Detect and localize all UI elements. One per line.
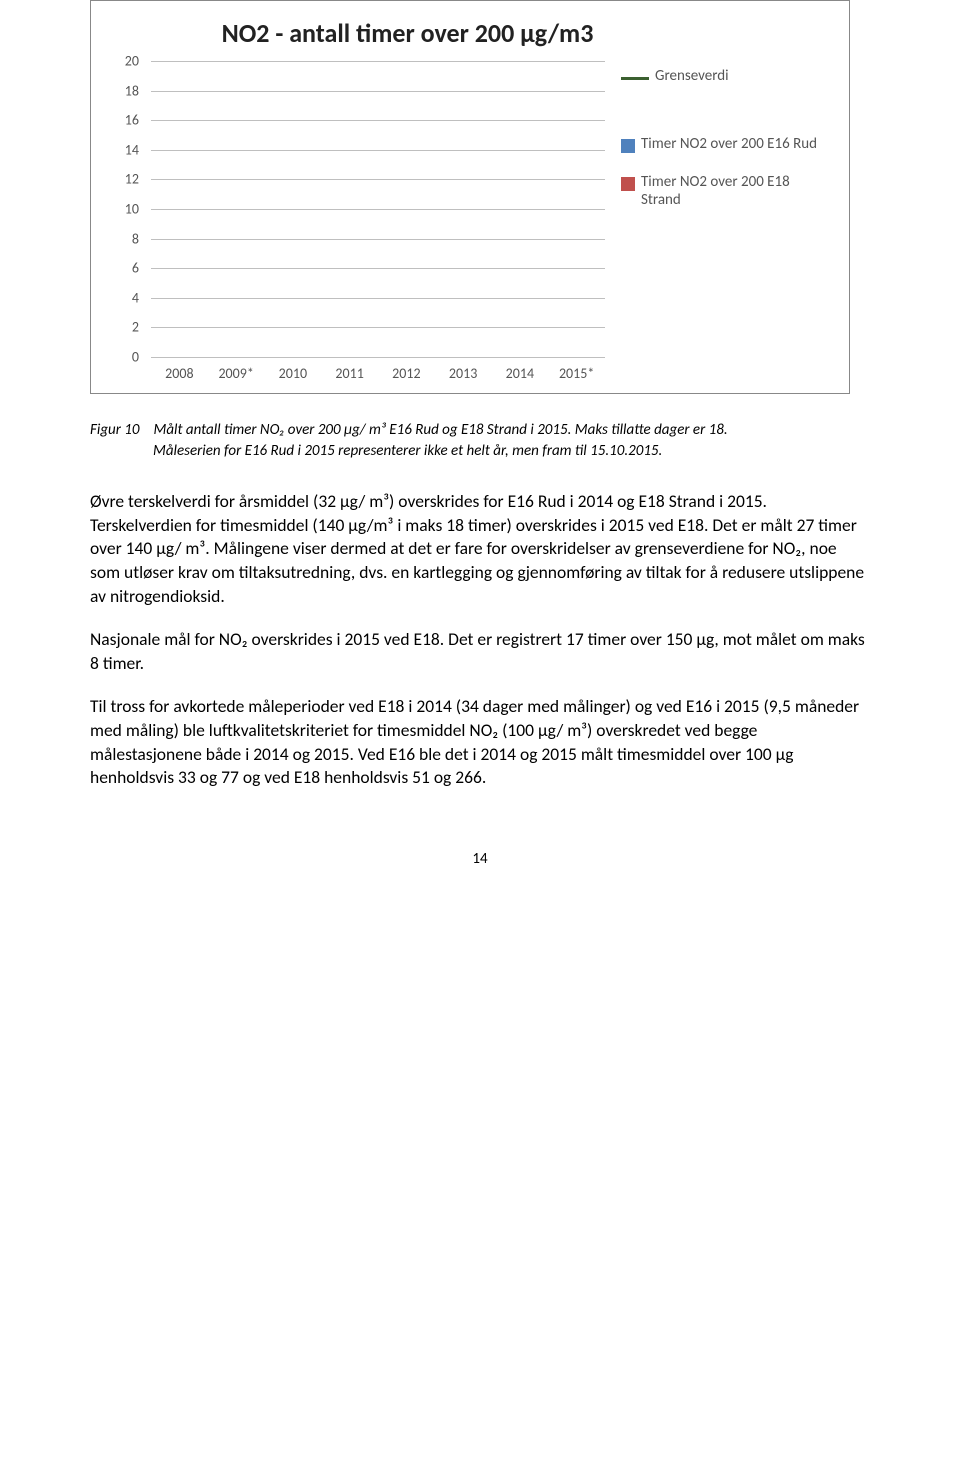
y-tick-label: 18 xyxy=(125,82,139,99)
body-paragraph-2: Nasjonale mål for NO₂ overskrides i 2015… xyxy=(90,628,870,675)
y-tick-label: 4 xyxy=(132,289,139,306)
legend-grenseverdi: Grenseverdi xyxy=(621,67,839,85)
x-tick-label: 2011 xyxy=(335,365,363,382)
chart-title: NO2 - antall timer over 200 µg/m3 xyxy=(0,11,839,57)
y-tick-label: 0 xyxy=(132,349,139,366)
page-number: 14 xyxy=(90,850,870,868)
figure-caption: Figur 10 Målt antall timer NO₂ over 200 µ… xyxy=(90,420,870,462)
gridline xyxy=(151,61,605,62)
chart-plot: 02468101214161820 20082009*2010201120122… xyxy=(101,57,611,387)
gridline xyxy=(151,327,605,328)
x-tick-label: 2008 xyxy=(165,365,193,382)
y-tick-label: 14 xyxy=(125,141,139,158)
x-tick-label: 2012 xyxy=(392,365,420,382)
y-tick-label: 16 xyxy=(125,112,139,129)
y-tick-label: 2 xyxy=(132,319,139,336)
x-tick-label: 2013 xyxy=(449,365,477,382)
body-paragraph-3: Til tross for avkortede måleperioder ved… xyxy=(90,695,870,790)
legend-series-strand: Timer NO2 over 200 E18 Strand xyxy=(621,173,839,209)
x-tick-label: 2010 xyxy=(279,365,307,382)
legend-grenseverdi-label: Grenseverdi xyxy=(655,67,729,85)
gridline xyxy=(151,120,605,121)
gridline xyxy=(151,268,605,269)
chart-frame: NO2 - antall timer over 200 µg/m3 024681… xyxy=(90,0,850,394)
gridline xyxy=(151,239,605,240)
gridline xyxy=(151,150,605,151)
figure-label: Figur 10 xyxy=(90,420,140,441)
gridline xyxy=(151,357,605,358)
gridline xyxy=(151,298,605,299)
legend-series-strand-label: Timer NO2 over 200 E18 Strand xyxy=(641,173,821,209)
x-tick-label: 2014 xyxy=(506,365,534,382)
gridline xyxy=(151,179,605,180)
caption-line2: Måleserien for E16 Rud i 2015 represente… xyxy=(153,441,870,462)
x-tick-label: 2009* xyxy=(218,365,253,382)
legend-series-rud-label: Timer NO2 over 200 E16 Rud xyxy=(641,135,817,153)
y-tick-label: 20 xyxy=(125,53,139,70)
legend-series-rud: Timer NO2 over 200 E16 Rud xyxy=(621,135,839,153)
y-tick-label: 8 xyxy=(132,230,139,247)
caption-line1: Målt antall timer NO₂ over 200 µg/ m³ E1… xyxy=(154,421,728,439)
body-paragraph-1: Øvre terskelverdi for årsmiddel (32 µg/ … xyxy=(90,490,870,608)
gridline xyxy=(151,209,605,210)
y-tick-label: 10 xyxy=(125,201,139,218)
chart-legend: Grenseverdi Timer NO2 over 200 E16 Rud T… xyxy=(611,57,839,387)
y-tick-label: 12 xyxy=(125,171,139,188)
x-tick-label: 2015* xyxy=(559,365,594,382)
y-tick-label: 6 xyxy=(132,260,139,277)
